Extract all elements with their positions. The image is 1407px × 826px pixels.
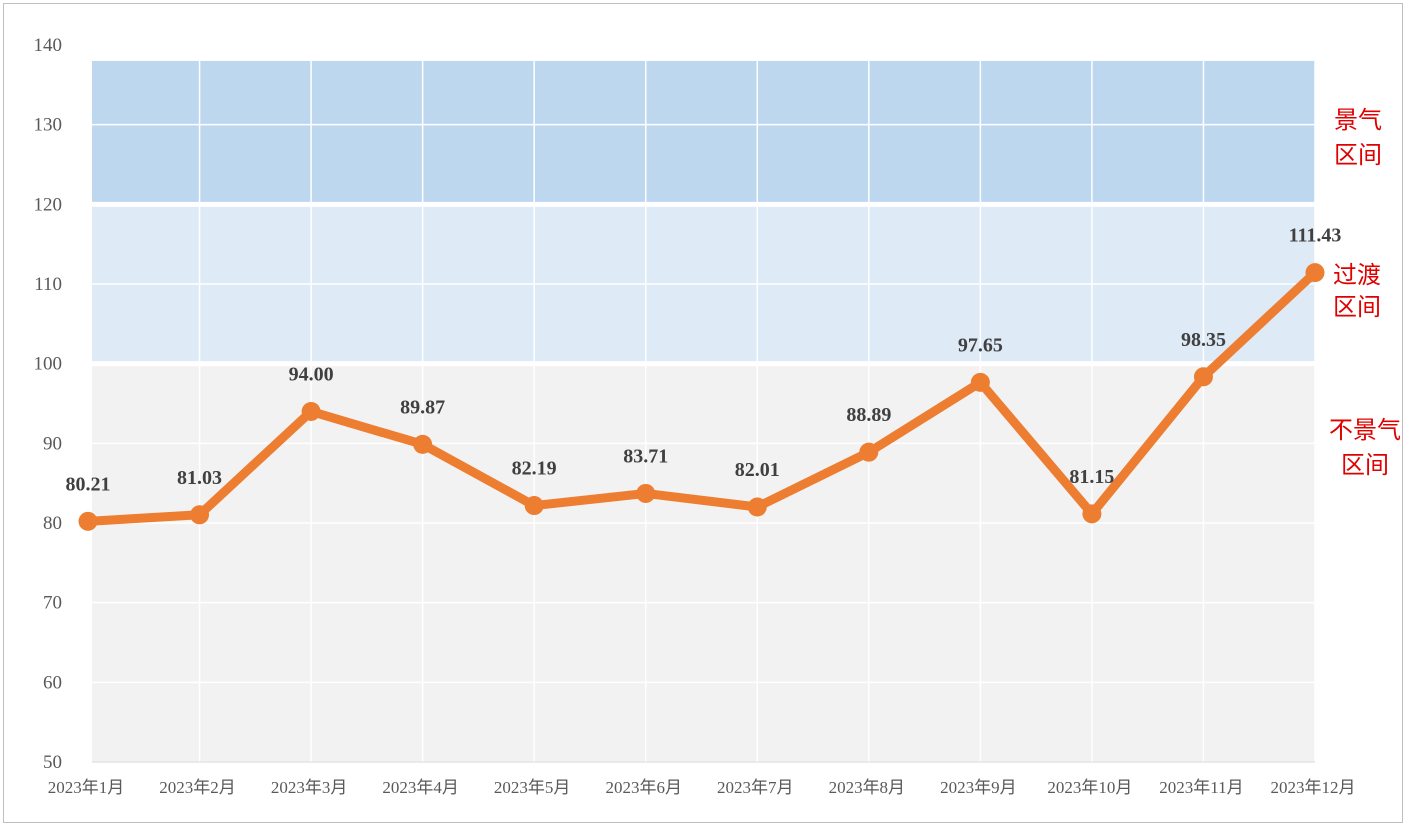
- x-tick-label: 2023年8月: [829, 778, 906, 797]
- y-tick-label: 130: [34, 115, 63, 136]
- y-tick-label: 120: [34, 194, 63, 215]
- bands-layer: [92, 60, 1315, 762]
- y-tick-label: 110: [34, 274, 62, 295]
- y-tick-label: 50: [43, 752, 62, 773]
- data-label: 89.87: [400, 396, 445, 418]
- y-ticks: 50 60 70 80 90 100 110 120 130 140: [34, 35, 63, 773]
- x-tick-label: 2023年10月: [1047, 778, 1132, 797]
- data-point: [190, 505, 210, 525]
- zone-label: 景气: [1334, 106, 1382, 134]
- x-tick-label: 2023年11月: [1159, 778, 1243, 797]
- y-tick-label: 70: [43, 593, 62, 614]
- zone-label: 区间: [1341, 451, 1389, 479]
- zone-label: 不景气: [1329, 416, 1401, 444]
- zone-label: 过渡: [1333, 261, 1381, 289]
- data-label: 94.00: [289, 363, 334, 385]
- series-line: [83, 268, 1320, 526]
- y-tick-label: 90: [43, 433, 62, 454]
- data-label: 81.03: [177, 467, 222, 489]
- x-tick-label: 2023年12月: [1271, 778, 1356, 797]
- x-tick-label: 2023年1月: [48, 778, 125, 797]
- data-label: 82.01: [735, 459, 780, 481]
- y-tick-label: 60: [43, 672, 62, 693]
- data-point: [78, 511, 98, 531]
- data-label: 81.15: [1069, 466, 1114, 488]
- data-label: 80.21: [66, 473, 111, 495]
- data-point: [747, 497, 767, 517]
- data-point: [413, 434, 433, 454]
- zone-label: 区间: [1334, 141, 1382, 169]
- data-label: 98.35: [1181, 329, 1226, 351]
- zone-label: 区间: [1333, 293, 1381, 321]
- data-label: 82.19: [512, 458, 557, 480]
- data-label: 97.65: [958, 334, 1003, 356]
- x-tick-label: 2023年5月: [494, 778, 571, 797]
- x-tick-label: 2023年7月: [717, 778, 794, 797]
- data-point: [859, 442, 879, 462]
- y-tick-label: 80: [43, 513, 62, 534]
- data-point: [524, 496, 544, 516]
- data-point: [636, 483, 656, 503]
- x-tick-label: 2023年2月: [159, 778, 236, 797]
- band-0: [92, 363, 1315, 762]
- data-label: 83.71: [623, 445, 668, 467]
- x-ticks: 2023年1月 2023年2月 2023年3月 2023年4月 2023年5月 2023年…: [48, 778, 1356, 797]
- data-point: [970, 372, 990, 392]
- data-labels: 80.21 81.03 94.00 89.87 82.19 83.71 82.01 88.89…: [66, 225, 1342, 496]
- y-tick-label: 100: [34, 354, 63, 375]
- series-layer: [78, 263, 1325, 531]
- data-point: [1082, 504, 1102, 524]
- data-point: [1305, 263, 1325, 283]
- x-tick-label: 2023年9月: [940, 778, 1017, 797]
- data-label: 111.43: [1289, 225, 1342, 247]
- data-point: [1193, 367, 1213, 387]
- grid-layer: [92, 44, 1316, 763]
- data-point: [301, 401, 321, 421]
- x-tick-label: 2023年6月: [605, 778, 682, 797]
- x-tick-label: 2023年3月: [271, 778, 348, 797]
- band-2: [92, 60, 1315, 205]
- data-label: 88.89: [846, 404, 891, 426]
- x-tick-label: 2023年4月: [382, 778, 459, 797]
- y-tick-label: 140: [34, 35, 63, 56]
